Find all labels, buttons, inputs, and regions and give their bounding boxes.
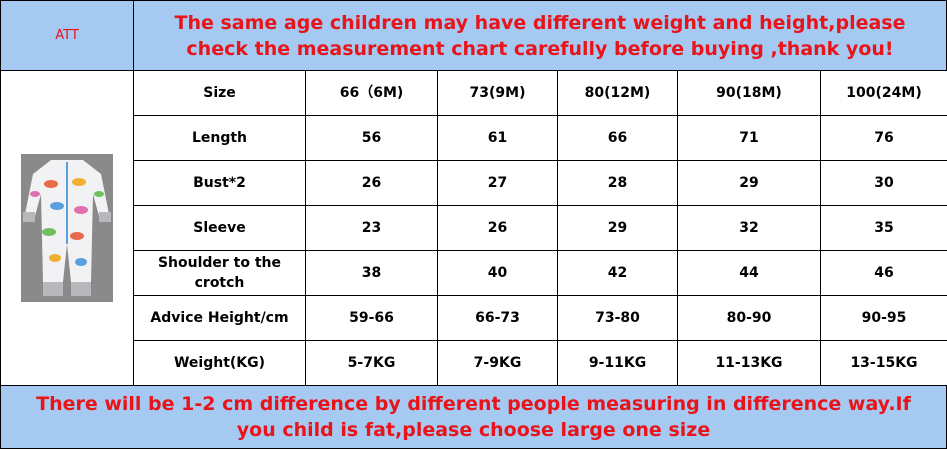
table-cell: 5-7KG: [305, 340, 438, 386]
table-cell: 76: [820, 115, 947, 161]
table-cell: 40: [437, 250, 558, 296]
table-cell: 59-66: [305, 295, 438, 341]
table-cell: 23: [305, 205, 438, 251]
table-cell: 26: [305, 160, 438, 206]
table-cell: 71: [677, 115, 821, 161]
table-cell: 30: [820, 160, 947, 206]
product-image-cell: [0, 70, 134, 386]
table-cell: 13-15KG: [820, 340, 947, 386]
table-cell: 44: [677, 250, 821, 296]
table-cell: 100(24M): [820, 70, 947, 116]
table-cell: 28: [557, 160, 678, 206]
table-cell: 29: [677, 160, 821, 206]
row-label: Length: [133, 115, 306, 161]
table-cell: 90(18M): [677, 70, 821, 116]
row-label: Size: [133, 70, 306, 116]
table-cell: 80-90: [677, 295, 821, 341]
table-cell: 90-95: [820, 295, 947, 341]
table-cell: 35: [820, 205, 947, 251]
table-cell: 46: [820, 250, 947, 296]
table-cell: 38: [305, 250, 438, 296]
table-cell: 27: [437, 160, 558, 206]
footer-notice: There will be 1-2 cm difference by diffe…: [0, 385, 947, 449]
table-cell: 66: [557, 115, 678, 161]
header-notice: The same age children may have different…: [133, 0, 947, 71]
table-cell: 61: [437, 115, 558, 161]
header-label: ATT: [0, 0, 134, 71]
table-cell: 42: [557, 250, 678, 296]
table-cell: 32: [677, 205, 821, 251]
table-cell: 29: [557, 205, 678, 251]
product-image: [21, 154, 113, 302]
row-label: Sleeve: [133, 205, 306, 251]
table-cell: 80(12M): [557, 70, 678, 116]
table-cell: 66-73: [437, 295, 558, 341]
table-cell: 66（6M): [305, 70, 438, 116]
table-cell: 73(9M): [437, 70, 558, 116]
table-cell: 9-11KG: [557, 340, 678, 386]
table-cell: 7-9KG: [437, 340, 558, 386]
table-cell: 11-13KG: [677, 340, 821, 386]
row-label: Bust*2: [133, 160, 306, 206]
row-label: Advice Height/cm: [133, 295, 306, 341]
table-cell: 26: [437, 205, 558, 251]
row-label: Shoulder to the crotch: [133, 250, 306, 296]
table-cell: 73-80: [557, 295, 678, 341]
table-cell: 56: [305, 115, 438, 161]
row-label: Weight(KG): [133, 340, 306, 386]
